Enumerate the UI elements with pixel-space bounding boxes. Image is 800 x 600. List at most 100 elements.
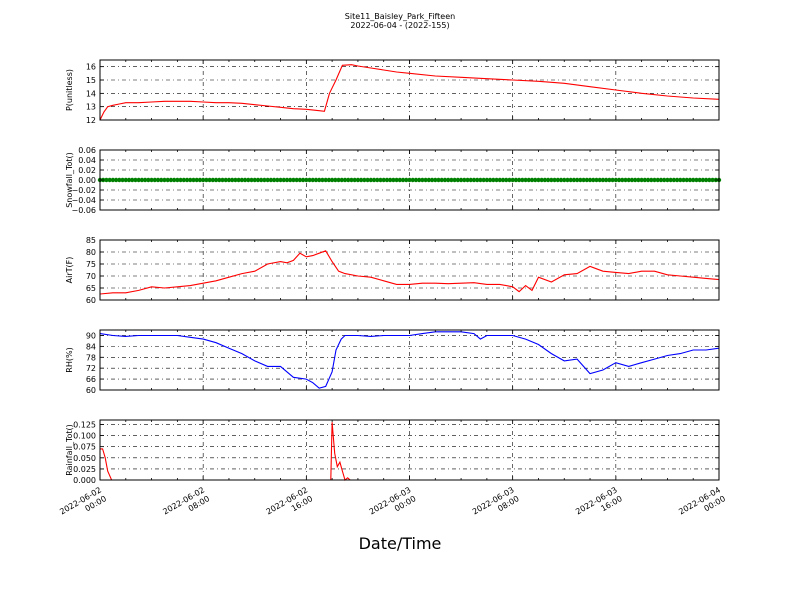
data-point (278, 177, 283, 183)
y-tick-label: 16 (86, 63, 96, 72)
data-point (568, 177, 573, 183)
data-point (668, 177, 673, 183)
data-point (574, 177, 580, 183)
data-point (671, 177, 677, 183)
data-point (700, 177, 706, 183)
data-point (433, 177, 438, 183)
data-point (442, 177, 448, 183)
y-tick-label: 85 (86, 236, 96, 245)
data-point (487, 177, 493, 183)
data-point (200, 177, 206, 183)
data-point (171, 177, 177, 183)
data-point (149, 177, 154, 183)
data-point (420, 177, 425, 183)
data-point (365, 177, 370, 183)
y-tick-label: 0.00 (78, 176, 96, 185)
y-tick-label: −0.06 (71, 206, 96, 215)
y-axis-label: AirT(F) (65, 257, 74, 284)
data-point (491, 177, 496, 183)
y-tick-label: 72 (86, 364, 96, 373)
data-point (178, 177, 183, 183)
data-point (500, 177, 506, 183)
data-point (600, 177, 606, 183)
data-point (233, 177, 238, 183)
data-point (536, 177, 541, 183)
data-point (197, 177, 203, 183)
data-point (603, 177, 609, 183)
data-point (484, 177, 490, 183)
y-tick-label: −0.02 (71, 186, 96, 195)
data-point (333, 177, 338, 183)
y-tick-label: 0.02 (78, 166, 96, 175)
data-point (281, 177, 286, 183)
data-point (146, 177, 151, 183)
data-point (110, 177, 116, 183)
data-point (510, 177, 515, 183)
data-point (194, 177, 199, 183)
data-point (629, 177, 635, 183)
y-tick-label: 0.000 (73, 476, 96, 485)
data-point (481, 177, 486, 183)
chart-title-line2: 2022-06-04 - (2022-155) (350, 21, 450, 30)
data-point (413, 177, 419, 183)
data-point (581, 177, 586, 183)
data-point (239, 177, 245, 183)
data-point (623, 177, 628, 183)
x-axis-label: Date/Time (358, 534, 442, 553)
data-point (707, 177, 712, 183)
data-point (249, 177, 254, 183)
data-point (649, 177, 654, 183)
y-tick-label: 0.100 (73, 432, 96, 441)
data-point (255, 177, 261, 183)
data-point (703, 177, 709, 183)
data-point (445, 177, 451, 183)
data-point (613, 177, 619, 183)
data-point (584, 177, 590, 183)
data-point (610, 177, 615, 183)
data-point (465, 177, 470, 183)
data-point (571, 177, 577, 183)
data-point (507, 177, 512, 183)
data-point (394, 177, 399, 183)
data-point (416, 177, 422, 183)
data-point (494, 177, 499, 183)
data-point (694, 177, 699, 183)
y-tick-label: 84 (86, 342, 96, 351)
data-point (471, 177, 477, 183)
data-point (594, 177, 599, 183)
y-axis-label: P(unitless) (65, 69, 74, 111)
data-point (687, 177, 693, 183)
data-point (400, 177, 406, 183)
data-point (262, 177, 267, 183)
data-point (513, 177, 519, 183)
data-point (297, 177, 303, 183)
data-point (294, 177, 299, 183)
data-point (545, 177, 551, 183)
data-point (658, 177, 664, 183)
data-point (317, 177, 322, 183)
data-point (300, 177, 306, 183)
data-point (697, 177, 702, 183)
data-point (520, 177, 525, 183)
data-point (355, 177, 361, 183)
y-tick-label: 0.06 (78, 146, 96, 155)
data-point (220, 177, 225, 183)
data-point (710, 177, 715, 183)
data-point (275, 177, 280, 183)
data-point (526, 177, 531, 183)
data-point (323, 177, 328, 183)
data-point (159, 177, 164, 183)
data-point (381, 177, 386, 183)
data-point (684, 177, 689, 183)
data-point (449, 177, 454, 183)
chart-title-line1: Site11_Baisley_Park_Fifteen (344, 12, 456, 21)
data-point (349, 177, 354, 183)
data-point (246, 177, 251, 183)
data-point (504, 177, 509, 183)
data-point (242, 177, 248, 183)
data-point (126, 177, 132, 183)
